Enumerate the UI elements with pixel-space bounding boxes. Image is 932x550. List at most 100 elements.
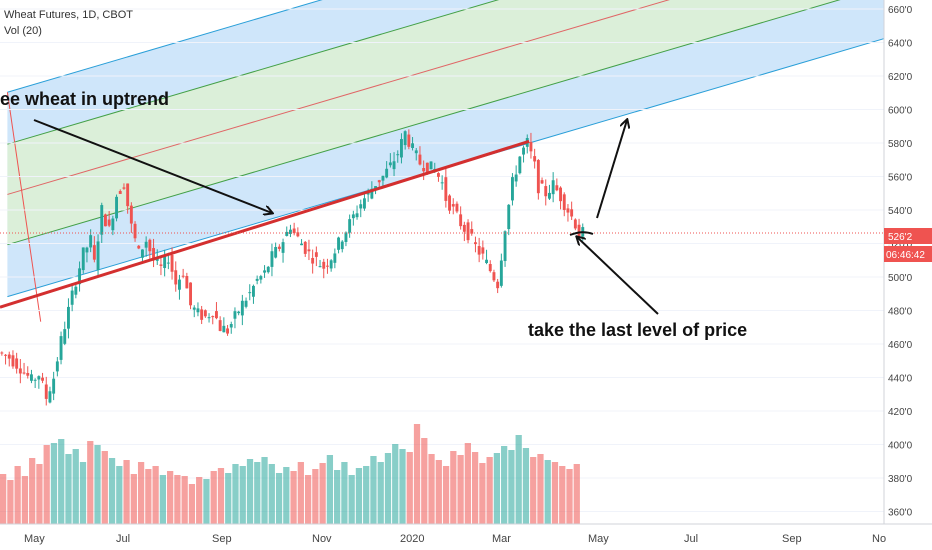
candle[interactable] [300,243,303,246]
candle[interactable] [570,209,574,217]
candle[interactable] [289,229,292,234]
pitchfork-upper-outer-line[interactable] [7,0,932,93]
candle[interactable] [18,368,22,374]
candle[interactable] [233,311,237,319]
candle[interactable] [466,222,470,241]
candle[interactable] [440,182,444,184]
candle[interactable] [577,224,581,237]
pitchfork-lower-inner-line[interactable] [7,0,932,246]
candle[interactable] [118,191,122,194]
candle[interactable] [148,239,152,252]
candle[interactable] [74,286,78,295]
candle[interactable] [240,300,244,316]
candle[interactable] [207,317,211,319]
candle[interactable] [252,285,255,297]
candle[interactable] [100,205,104,235]
candle[interactable] [11,355,15,367]
candle[interactable] [248,292,252,294]
candle[interactable] [107,219,111,226]
candle[interactable] [470,229,474,234]
candle[interactable] [274,246,278,258]
candle[interactable] [144,241,148,248]
candle[interactable] [514,174,518,182]
candle[interactable] [562,194,566,210]
candle[interactable] [178,279,181,290]
candle[interactable] [296,232,300,237]
candle[interactable] [59,336,63,360]
candle[interactable] [137,245,141,249]
candle[interactable] [30,374,33,381]
candle[interactable] [474,242,477,245]
candle[interactable] [218,320,222,331]
candle[interactable] [499,260,503,286]
candle[interactable] [303,241,307,254]
candle[interactable] [351,214,355,219]
pitchfork-handle-line[interactable] [6,92,42,322]
candle[interactable] [78,268,81,285]
candle[interactable] [70,290,74,305]
candle[interactable] [425,162,429,174]
symbol-title[interactable]: Wheat Futures, 1D, CBOT [4,9,133,21]
candle[interactable] [307,249,311,252]
candle[interactable] [133,223,137,239]
candle[interactable] [81,247,85,271]
pitchfork-median-line[interactable] [7,0,932,195]
candle[interactable] [7,354,11,359]
candle[interactable] [437,173,440,177]
candle[interactable] [141,249,144,258]
candle[interactable] [192,307,196,310]
candle[interactable] [385,168,389,178]
candle[interactable] [266,266,270,273]
candle[interactable] [189,282,192,306]
candle[interactable] [403,131,407,146]
candle[interactable] [115,196,118,219]
pitchfork-upper-inner-line[interactable] [7,0,932,145]
candle[interactable] [44,384,48,399]
candle[interactable] [311,258,315,264]
candle[interactable] [55,361,59,372]
candle[interactable] [377,180,381,183]
candle[interactable] [444,177,448,201]
volume-indicator-label[interactable]: Vol (20) [4,25,42,37]
candle[interactable] [573,219,577,229]
candle[interactable] [544,186,548,197]
candle[interactable] [322,261,326,269]
candle[interactable] [281,242,285,253]
candle[interactable] [41,377,44,381]
candle[interactable] [511,177,514,201]
candle[interactable] [4,354,7,356]
candle[interactable] [344,232,348,242]
candle[interactable] [229,324,233,328]
candle[interactable] [418,154,422,165]
candle[interactable] [374,186,377,190]
uptrend-line[interactable] [0,139,530,309]
candle[interactable] [111,218,115,231]
candle[interactable] [507,204,511,230]
candle[interactable] [429,161,433,170]
candle[interactable] [159,264,163,266]
candle[interactable] [359,204,363,209]
candle[interactable] [481,247,485,254]
candle[interactable] [63,329,67,344]
candle[interactable] [92,245,96,260]
candle[interactable] [215,311,218,319]
candle[interactable] [477,246,481,255]
candle[interactable] [388,162,392,166]
candle[interactable] [67,306,70,329]
candle[interactable] [152,248,155,261]
candle[interactable] [492,272,496,281]
candle[interactable] [196,308,200,313]
candle[interactable] [314,252,318,257]
candle[interactable] [503,231,507,261]
candle[interactable] [355,213,359,218]
candle[interactable] [85,247,89,253]
time-axis[interactable]: May Jul Sep Nov 2020 Mar May Jul Sep No [0,523,932,545]
candle[interactable] [448,195,451,211]
candle[interactable] [488,264,492,272]
candle[interactable] [363,198,366,209]
candle[interactable] [540,180,544,184]
candle[interactable] [211,316,215,318]
candle[interactable] [244,300,248,307]
candle[interactable] [222,325,226,333]
